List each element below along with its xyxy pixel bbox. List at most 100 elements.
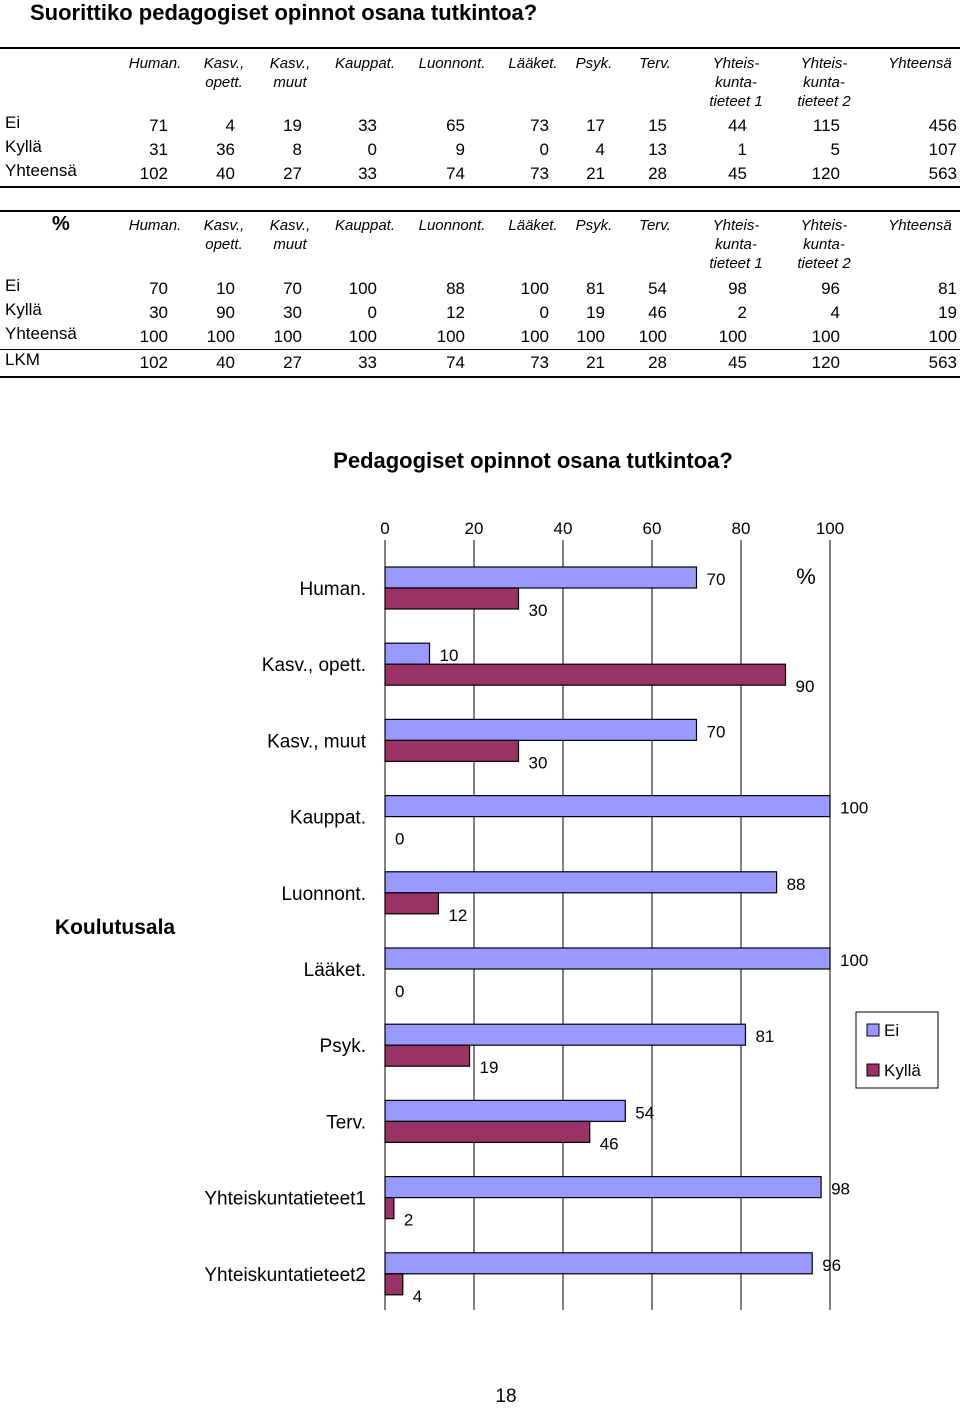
table-cell: 27: [283, 164, 302, 183]
table-cell: 46: [648, 303, 667, 322]
table-cell: 8: [292, 140, 302, 159]
column-header: Kasv., opett.: [203, 217, 245, 253]
data-label: 81: [755, 1027, 774, 1046]
bar-kyllä: [384, 1196, 395, 1220]
table-cell: 100: [928, 327, 957, 346]
table-cell: 44: [728, 116, 747, 135]
data-label: 70: [707, 570, 726, 589]
table-cell: 15: [648, 116, 667, 135]
column-header: Yhteis- kunta- tieteet 1: [709, 55, 763, 110]
table-cell: 74: [446, 353, 465, 372]
table-cell: 120: [811, 353, 840, 372]
category-label: Kauppat.: [290, 808, 366, 829]
table-cell: 563: [928, 164, 957, 183]
table-cell: 100: [436, 327, 465, 346]
table-cell: 17: [586, 116, 605, 135]
data-label: 88: [787, 875, 806, 894]
table-cell: 90: [216, 303, 235, 322]
bar-ei: [384, 1023, 747, 1046]
percent-sign: %: [52, 213, 70, 235]
column-header: Yhteis- kunta- tieteet 2: [797, 217, 851, 272]
data-label: 96: [822, 1256, 841, 1275]
table-cell: 100: [273, 327, 302, 346]
table-cell: 70: [149, 279, 168, 298]
table-cell: 33: [358, 164, 377, 183]
page-number: 18: [495, 1386, 517, 1407]
table-cell: 100: [638, 327, 667, 346]
column-header: Psyk.: [575, 217, 613, 234]
tick-label: 0: [380, 519, 389, 538]
table-cell: 100: [139, 327, 168, 346]
table-cell: 74: [446, 164, 465, 183]
column-header: Luonnont.: [418, 217, 486, 234]
category-label: Psyk.: [320, 1036, 366, 1057]
unit-label: %: [796, 564, 816, 589]
table-cell: 102: [139, 164, 168, 183]
table-cell: 33: [358, 353, 377, 372]
table-cell: 107: [928, 140, 957, 159]
table-cell: 0: [367, 140, 377, 159]
table-cell: 30: [283, 303, 302, 322]
column-header: Kasv., muut: [269, 217, 311, 253]
table-cell: 31: [149, 140, 168, 159]
data-label: 30: [529, 753, 548, 772]
column-header: Yhteensä: [888, 217, 952, 234]
table-cell: 0: [367, 303, 377, 322]
bar-ei: [384, 1099, 626, 1123]
table-cell: 96: [821, 279, 840, 298]
table-cell: 12: [446, 303, 465, 322]
table-bottom-rule: [0, 376, 960, 378]
table-cell: 28: [648, 164, 667, 183]
row-label: LKM: [5, 350, 40, 369]
table-cell: 4: [595, 140, 605, 159]
data-label: 90: [796, 677, 815, 696]
data-label: 30: [529, 601, 548, 620]
table-cell: 71: [149, 116, 168, 135]
table-cell: 4: [830, 303, 840, 322]
table-cell: 81: [586, 279, 605, 298]
bar-kyllä: [384, 739, 520, 763]
table-cell: 100: [520, 279, 549, 298]
table-cell: 100: [576, 327, 605, 346]
table-cell: 100: [206, 327, 235, 346]
row-label: Kyllä: [5, 137, 42, 156]
legend-swatch: [866, 1023, 880, 1037]
table-cell: 98: [728, 279, 747, 298]
bar-ei: [384, 1252, 813, 1275]
row-label: Ei: [5, 276, 21, 295]
bar-kyllä: [384, 1044, 471, 1067]
table-cell: 73: [530, 164, 549, 183]
table-cell: 30: [149, 303, 168, 322]
data-label: 12: [448, 906, 467, 925]
table-cell: 81: [938, 279, 957, 298]
table-cell: 13: [648, 140, 667, 159]
table-bottom-rule: [0, 186, 960, 188]
data-label: 98: [831, 1180, 850, 1199]
table-cell: 0: [539, 140, 549, 159]
table-top-rule: [0, 47, 960, 49]
table-cell: 563: [928, 353, 957, 372]
table-cell: 102: [139, 353, 168, 372]
tick-label: 40: [554, 519, 573, 538]
table-cell: 28: [648, 353, 667, 372]
tick-label: 20: [465, 519, 484, 538]
row-label: Ei: [5, 113, 21, 132]
table-cell: 19: [938, 303, 957, 322]
category-label: Luonnont.: [281, 884, 366, 905]
table-cell: 1: [737, 140, 747, 159]
column-header: Lääket.: [508, 217, 558, 234]
table-cell: 100: [348, 279, 377, 298]
column-header: Terv.: [639, 217, 671, 234]
table-cell: 19: [586, 303, 605, 322]
data-label: 19: [480, 1058, 499, 1077]
table-cell: 21: [586, 164, 605, 183]
table-cell: 45: [728, 353, 747, 372]
table-cell: 40: [216, 353, 235, 372]
column-header: Terv.: [639, 55, 671, 72]
bar-ei: [384, 718, 698, 742]
table-cell: 5: [830, 140, 840, 159]
category-label: Kasv., opett.: [262, 655, 366, 676]
table-cell: 19: [283, 116, 302, 135]
column-header: Kasv., muut: [269, 55, 311, 91]
